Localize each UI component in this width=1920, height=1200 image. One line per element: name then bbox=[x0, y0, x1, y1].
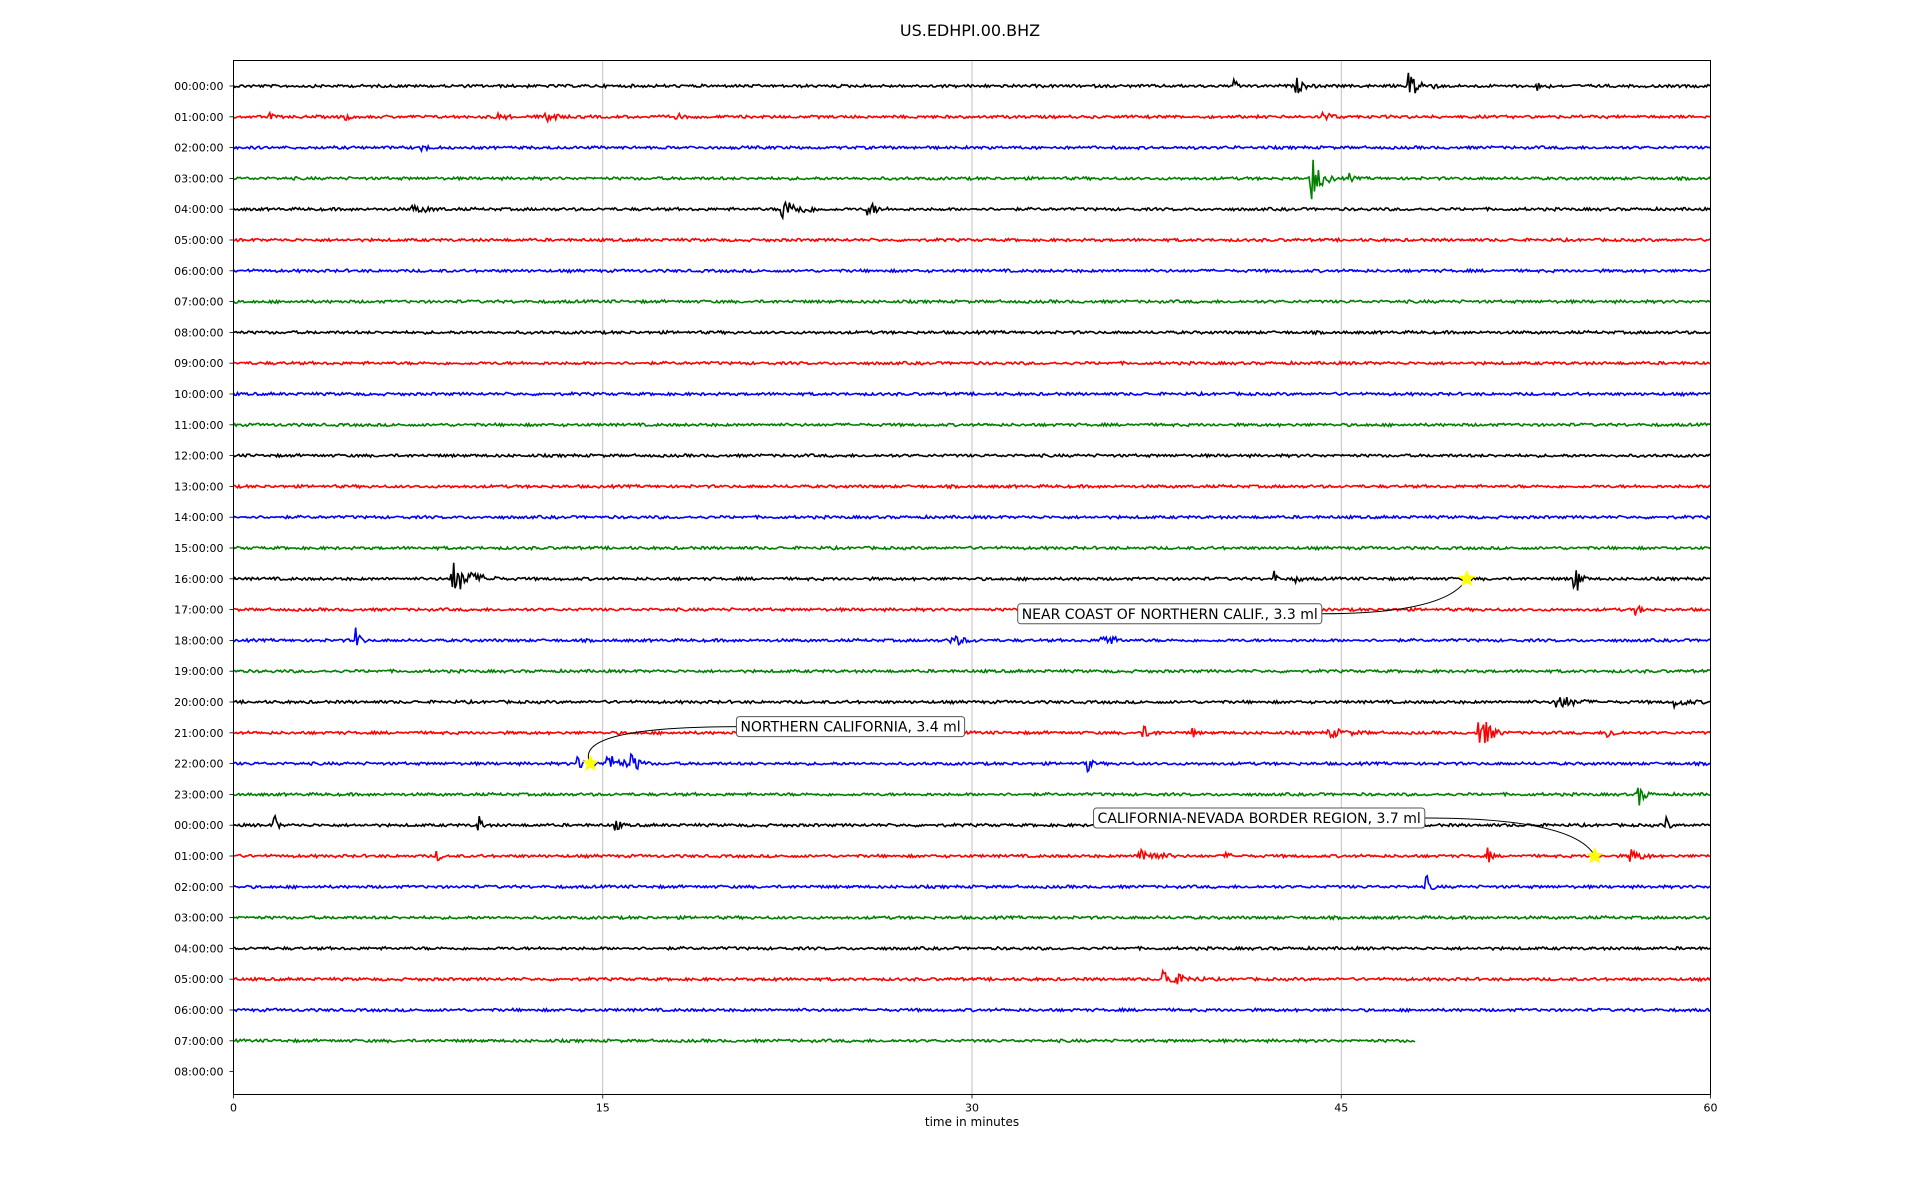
trace-row-14 bbox=[232, 513, 1711, 521]
row-label-31: 07:00:00 bbox=[174, 1035, 223, 1048]
vertical-gridlines bbox=[602, 60, 1342, 1095]
event-box-2 bbox=[1093, 807, 1426, 829]
trace-row-29 bbox=[232, 968, 1712, 985]
row-label-5: 05:00:00 bbox=[174, 234, 223, 247]
trace-row-13 bbox=[233, 483, 1712, 490]
row-label-20: 20:00:00 bbox=[174, 696, 223, 709]
trace-row-1 bbox=[233, 110, 1711, 124]
trace-row-5 bbox=[233, 236, 1711, 244]
row-label-13: 13:00:00 bbox=[174, 480, 223, 493]
row-label-32: 08:00:00 bbox=[174, 1066, 223, 1079]
row-label-22: 22:00:00 bbox=[174, 758, 223, 771]
row-label-3: 03:00:00 bbox=[174, 172, 223, 185]
trace-row-27 bbox=[233, 914, 1711, 921]
event-label-0: NEAR COAST OF NORTHERN CALIF., 3.3 ml bbox=[1022, 607, 1318, 623]
row-label-11: 11:00:00 bbox=[174, 419, 223, 432]
trace-row-11 bbox=[232, 421, 1711, 428]
trace-row-9 bbox=[233, 359, 1711, 367]
row-label-28: 04:00:00 bbox=[174, 942, 223, 955]
event-label-1: NORTHERN CALIFORNIA, 3.4 ml bbox=[740, 720, 960, 736]
event-annotations: NEAR COAST OF NORTHERN CALIF., 3.3 ml NOR… bbox=[581, 569, 1604, 864]
trace-row-20 bbox=[233, 696, 1711, 711]
trace-row-23 bbox=[233, 787, 1711, 806]
event-star-2 bbox=[1586, 847, 1604, 864]
row-time-labels: 00:00:00 01:00:00 02:00:00 03:00:00 04:00:00… bbox=[174, 80, 234, 1079]
trace-row-7 bbox=[232, 298, 1711, 305]
trace-row-31 bbox=[233, 1037, 1416, 1045]
row-label-8: 08:00:00 bbox=[174, 326, 223, 339]
x-tick-label-15: 15 bbox=[596, 1102, 610, 1115]
row-label-0: 00:00:00 bbox=[174, 80, 223, 93]
chart-title: US.EDHPI.00.BHZ bbox=[900, 21, 1040, 40]
row-label-29: 05:00:00 bbox=[174, 973, 223, 986]
row-label-18: 18:00:00 bbox=[174, 634, 223, 647]
trace-row-30 bbox=[233, 1006, 1711, 1014]
row-label-19: 19:00:00 bbox=[174, 665, 223, 678]
row-label-7: 07:00:00 bbox=[174, 296, 223, 309]
row-label-4: 04:00:00 bbox=[174, 203, 223, 216]
row-label-23: 23:00:00 bbox=[174, 788, 223, 801]
trace-row-19 bbox=[233, 667, 1711, 675]
row-label-26: 02:00:00 bbox=[174, 881, 223, 894]
row-label-12: 12:00:00 bbox=[174, 450, 223, 463]
row-label-1: 01:00:00 bbox=[174, 111, 223, 124]
trace-row-26 bbox=[233, 874, 1711, 891]
event-box-0 bbox=[1017, 603, 1323, 625]
trace-row-10 bbox=[232, 390, 1711, 398]
row-label-16: 16:00:00 bbox=[174, 573, 223, 586]
x-axis-ticks: 0 15 30 45 60 bbox=[230, 1094, 1718, 1115]
row-label-14: 14:00:00 bbox=[174, 511, 223, 524]
x-tick-label-45: 45 bbox=[1334, 1102, 1348, 1115]
trace-row-24 bbox=[233, 813, 1711, 831]
trace-row-15 bbox=[232, 544, 1712, 552]
trace-row-4 bbox=[232, 200, 1712, 221]
x-tick-label-30: 30 bbox=[965, 1102, 979, 1115]
row-label-27: 03:00:00 bbox=[174, 912, 223, 925]
row-label-15: 15:00:00 bbox=[174, 542, 223, 555]
row-label-10: 10:00:00 bbox=[174, 388, 223, 401]
event-star-0 bbox=[1458, 569, 1476, 587]
trace-row-18 bbox=[233, 627, 1711, 646]
row-label-21: 21:00:00 bbox=[174, 727, 223, 740]
trace-row-2 bbox=[232, 143, 1711, 154]
trace-row-21 bbox=[233, 722, 1712, 744]
trace-row-8 bbox=[233, 329, 1711, 336]
event-leader-0 bbox=[1321, 578, 1468, 615]
plot-frame bbox=[233, 60, 1711, 1095]
trace-row-0 bbox=[232, 72, 1711, 94]
event-star-1 bbox=[581, 754, 599, 771]
trace-row-12 bbox=[233, 452, 1711, 459]
x-tick-label-0: 0 bbox=[230, 1102, 237, 1115]
event-leader-2 bbox=[1424, 817, 1596, 857]
x-tick-label-60: 60 bbox=[1704, 1102, 1718, 1115]
trace-row-22 bbox=[233, 752, 1711, 774]
trace-row-17 bbox=[233, 604, 1711, 616]
event-leader-1 bbox=[588, 726, 741, 764]
row-label-9: 09:00:00 bbox=[174, 357, 223, 370]
trace-row-6 bbox=[232, 267, 1711, 274]
row-label-6: 06:00:00 bbox=[174, 265, 223, 278]
event-box-1 bbox=[735, 716, 966, 738]
trace-row-3 bbox=[233, 159, 1712, 200]
trace-row-25 bbox=[233, 847, 1711, 863]
row-label-17: 17:00:00 bbox=[174, 604, 223, 617]
row-label-24: 00:00:00 bbox=[174, 819, 223, 832]
event-label-2: CALIFORNIA-NEVADA BORDER REGION, 3.7 ml bbox=[1098, 811, 1421, 827]
trace-row-28 bbox=[233, 945, 1711, 952]
row-label-2: 02:00:00 bbox=[174, 142, 223, 155]
x-axis-label: time in minutes bbox=[925, 1115, 1019, 1129]
row-label-30: 06:00:00 bbox=[174, 1004, 223, 1017]
seismic-traces bbox=[232, 72, 1712, 1045]
row-label-25: 01:00:00 bbox=[174, 850, 223, 863]
